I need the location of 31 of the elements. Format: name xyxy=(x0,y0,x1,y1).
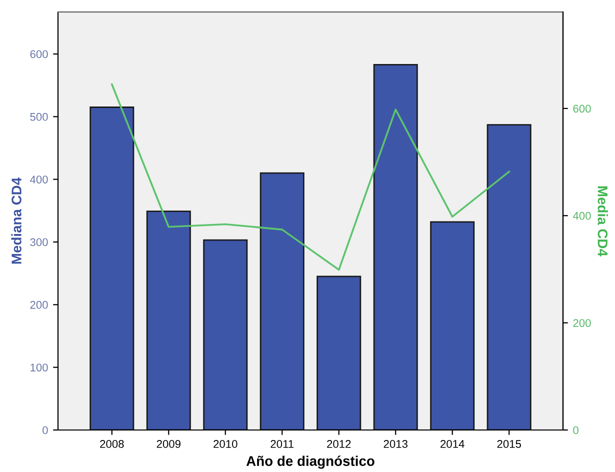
x-tick-label: 2011 xyxy=(270,440,294,448)
bar xyxy=(90,106,134,430)
y2-tick-label: 0 xyxy=(573,426,578,434)
bar xyxy=(146,210,191,430)
bar xyxy=(486,124,532,430)
bar xyxy=(316,276,362,430)
y-axis-title: Mediana CD4 xyxy=(11,177,22,264)
x-axis-title: Año de diagnóstico xyxy=(246,456,374,469)
x-tick-label: 2013 xyxy=(384,440,408,448)
y2-tick-label: 600 xyxy=(573,104,591,113)
y-tick-label: 300 xyxy=(30,238,48,246)
x-tick-label: 2008 xyxy=(100,440,124,448)
x-tick-label: 2012 xyxy=(327,440,351,448)
y2-tick-label: 200 xyxy=(573,319,591,327)
y-tick-label: 400 xyxy=(30,176,48,184)
y-tick-label: 600 xyxy=(30,50,48,58)
x-tick-label: 2015 xyxy=(497,440,521,448)
bar xyxy=(373,64,418,430)
line-series xyxy=(111,83,510,271)
y2-axis-title: Media CD4 xyxy=(598,186,608,256)
bar xyxy=(203,239,248,430)
y-tick-label: 500 xyxy=(30,112,48,121)
y2-tick-label: 400 xyxy=(572,212,591,220)
y-tick-label: 200 xyxy=(30,300,48,309)
y-tick-label: 0 xyxy=(42,426,48,434)
bar xyxy=(430,221,475,430)
x-tick-label: 2010 xyxy=(214,440,238,448)
x-tick-label: 2009 xyxy=(156,440,180,448)
bar xyxy=(260,172,304,430)
x-tick-label: 2014 xyxy=(440,440,464,448)
y-tick-label: 100 xyxy=(30,364,48,372)
